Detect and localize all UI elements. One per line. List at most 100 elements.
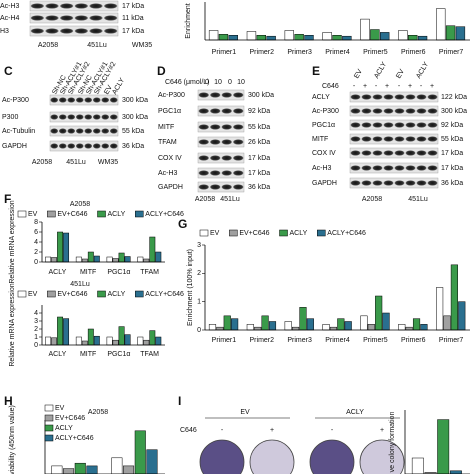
legend-label: EV+C646	[57, 211, 87, 218]
bar	[455, 26, 466, 41]
legend-swatch	[44, 434, 54, 442]
blot-strip	[349, 147, 439, 159]
blot-row-label: GAPDH	[158, 184, 183, 191]
bar	[329, 326, 338, 331]
blot-band	[361, 94, 372, 100]
bar	[306, 318, 314, 331]
legend-label: EV	[55, 405, 65, 412]
blot-band	[198, 139, 209, 145]
blot-kda: 17 kDa	[441, 150, 463, 157]
legend-swatch	[47, 210, 56, 218]
blot-band	[372, 180, 383, 186]
x-tick-label: ACLY	[48, 351, 66, 358]
panel-letter: G	[178, 217, 187, 231]
bar	[436, 8, 446, 41]
blot-kda: 36 kDa	[441, 180, 463, 187]
blot-band	[75, 128, 84, 134]
blot-band	[104, 15, 118, 21]
blot-row-label: Ac-Tubulin	[2, 128, 35, 135]
y-tick-label: 4	[34, 239, 38, 246]
blot-band	[350, 108, 361, 114]
bar	[284, 30, 294, 41]
blot-band	[92, 143, 101, 149]
colony-sign: -	[331, 427, 334, 434]
x-tick-label: Primer2	[250, 49, 275, 56]
bar	[134, 430, 146, 474]
bar	[261, 315, 269, 331]
blot-kda: 122 kDa	[441, 94, 467, 101]
blot-row-label: ACLY	[312, 94, 330, 101]
blot-strip	[349, 133, 439, 145]
blot-strip	[349, 162, 439, 174]
blot-kda: 11 kDa	[122, 15, 144, 22]
blot-band	[394, 122, 405, 128]
blot-band	[50, 114, 59, 120]
blot-band	[372, 122, 383, 128]
blot-band	[50, 128, 59, 134]
blot-band	[233, 139, 244, 145]
blot-lane-label: 10	[237, 79, 245, 86]
blot-band	[361, 150, 372, 156]
blot-band	[405, 108, 416, 114]
blot-band	[221, 184, 232, 190]
blot-band	[394, 136, 405, 142]
blot-band	[30, 3, 44, 9]
blot-band	[198, 92, 209, 98]
blot-band	[383, 136, 394, 142]
legend-label: ACLY	[55, 425, 73, 432]
bar	[411, 457, 424, 474]
blot-strip	[197, 105, 245, 117]
legend-swatch	[135, 290, 144, 298]
blot-band	[210, 184, 221, 190]
bar	[155, 251, 162, 263]
legend-label: ACLY	[108, 291, 126, 298]
bar	[112, 339, 119, 346]
blot-strip	[29, 12, 119, 24]
blot-cell-line: A2058	[38, 42, 58, 49]
x-tick-label: TFAM	[140, 351, 159, 358]
blot-band	[67, 97, 76, 103]
blot-row-label: PGC1α	[312, 122, 335, 129]
blot-band	[89, 3, 103, 9]
blot-kda: 17 kDa	[122, 3, 144, 10]
blot-band	[221, 139, 232, 145]
x-tick-label: Primer1	[212, 337, 237, 344]
blot-kda: 17 kDa	[248, 155, 270, 162]
bar	[112, 258, 119, 263]
bar	[75, 336, 82, 346]
legend-label: EV+C646	[55, 415, 85, 422]
bar	[63, 318, 70, 346]
x-tick-label: Primer5	[363, 337, 388, 344]
blot-treatment: C646	[322, 83, 339, 90]
blot-band	[372, 94, 383, 100]
blot-band	[394, 150, 405, 156]
blot-kda: 17 kDa	[122, 28, 144, 35]
blot-row-label: COX IV	[312, 150, 336, 157]
y-tick-label: 3	[34, 318, 38, 325]
blot-band	[383, 122, 394, 128]
blot-strip	[349, 177, 439, 189]
blot-kda: 300 kDa	[248, 92, 274, 99]
bar	[370, 29, 380, 41]
legend-label: ACLY	[108, 211, 126, 218]
blot-cell-line: A2058	[32, 159, 52, 166]
blot-band	[84, 97, 93, 103]
blot-band	[89, 15, 103, 21]
blot-band	[394, 94, 405, 100]
bar	[299, 307, 307, 331]
bar	[332, 35, 342, 41]
bar	[106, 336, 113, 346]
bar	[118, 326, 125, 346]
colony-dish	[309, 439, 355, 474]
bar	[322, 32, 332, 41]
blot-band	[405, 165, 416, 171]
bar	[360, 315, 368, 331]
blot-row-label: H3	[0, 28, 9, 35]
blot-strip	[197, 136, 245, 148]
blot-band	[233, 184, 244, 190]
blot-band	[75, 114, 84, 120]
bar	[111, 457, 123, 474]
bar	[146, 449, 158, 474]
blot-band	[427, 108, 438, 114]
blot-band	[221, 108, 232, 114]
